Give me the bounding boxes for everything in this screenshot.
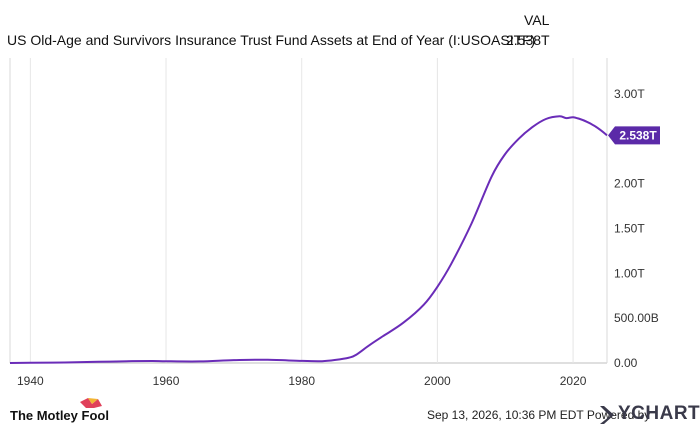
motley-fool-jester-icon [80,398,102,408]
x-tick-label: 2020 [560,374,587,388]
y-tick-label: 1.50T [614,221,645,235]
ycharts-logo: YCHARTS [618,403,700,424]
last-value-label: 2.538T [619,128,657,142]
y-tick-label: 500.00B [614,311,659,325]
y-tick-label: 2.00T [614,177,645,191]
y-tick-label: 3.00T [614,87,645,101]
x-tick-label: 1960 [153,374,180,388]
x-tick-label: 1980 [288,374,315,388]
motley-fool-logo: The Motley Fool [10,408,109,423]
timestamp-text: Sep 13, 2026, 10:36 PM EDT [427,408,584,422]
last-value-badge [608,126,660,145]
chart-title: US Old-Age and Survivors Insurance Trust… [7,32,536,48]
y-tick-label: 1.00T [614,266,645,280]
timestamp: Sep 13, 2026, 10:36 PM EDT Powered by [427,408,650,422]
y-tick-label: 0.00 [614,356,638,370]
x-tick-label: 2000 [424,374,451,388]
line-chart: 1940 1960 1980 2000 2020 0.00 500.00B 1.00T 1.50… [9,58,660,388]
chart-header: US Old-Age and Survivors Insurance Trust… [0,0,700,54]
series-line [9,115,608,364]
ycharts-logo-icon [600,406,614,424]
value-column-label: VAL [524,12,550,28]
current-value: 2.538T [506,32,550,48]
powered-by-text: Powered by [586,408,651,422]
x-tick-label: 1940 [17,374,44,388]
